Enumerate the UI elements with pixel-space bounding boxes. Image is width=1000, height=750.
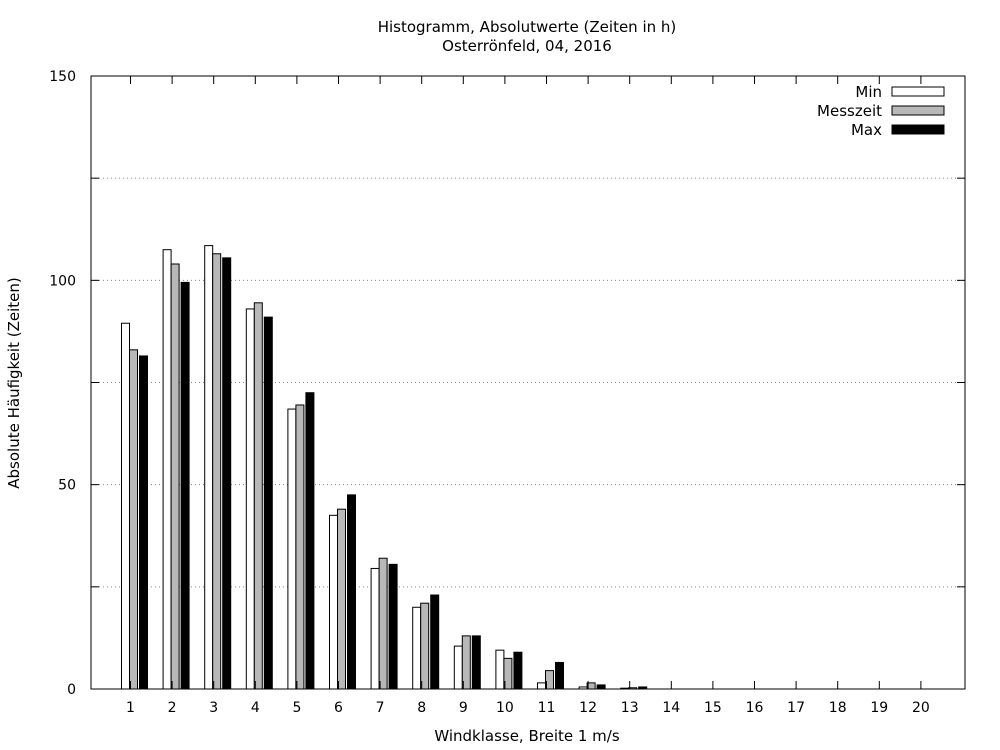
bar-max-7 [388,563,398,690]
x-tick-label: 18 [829,700,847,716]
y-tick-label: 150 [49,69,76,85]
bar-max-5 [305,392,315,690]
bars [121,245,648,690]
y-axis: 0 50 100 150 [49,69,965,698]
x-tick-label: 13 [621,700,639,716]
x-tick-label: 14 [662,700,680,716]
bar-messzeit-5 [295,404,305,690]
legend-swatch [891,86,945,97]
bar-min-5 [287,408,297,690]
x-tick-label: 6 [334,700,343,716]
x-tick-label: 20 [912,700,930,716]
bar-max-10 [513,651,523,690]
y-tick-label: 100 [49,273,76,289]
x-tick-label: 8 [417,700,426,716]
bar-min-1 [121,322,130,690]
bar-messzeit-8 [420,602,430,690]
legend-swatch [891,105,945,116]
bar-max-11 [555,661,564,690]
x-tick-label: 5 [292,700,301,716]
chart-title: Histogramm, Absolutwerte (Zeiten in h) [378,18,677,36]
x-axis: 1 2 3 4 5 6 7 8 9 10 11 12 13 14 15 16 17 18 19 20 [126,76,930,716]
bar-min-10 [495,649,505,690]
bar-min-3 [204,245,214,690]
y-tick-label: 50 [58,478,76,494]
x-tick-label: 3 [209,700,218,716]
x-tick-label: 11 [538,700,556,716]
x-axis-label: Windklasse, Breite 1 m/s [434,727,620,745]
bar-min-2 [162,249,172,690]
bar-min-8 [412,606,422,690]
x-tick-label: 4 [251,700,260,716]
y-axis-label: Absolute Häufigkeit (Zeiten) [5,277,23,488]
bar-messzeit-1 [129,349,138,690]
legend-label: Max [851,121,882,139]
x-tick-label: 2 [168,700,177,716]
bar-messzeit-6 [337,508,346,690]
bar-messzeit-7 [378,557,388,690]
x-tick-label: 7 [376,700,385,716]
bar-min-4 [245,308,255,690]
bar-max-8 [430,594,440,690]
y-tick-label: 0 [67,682,76,698]
bar-max-4 [263,316,273,690]
x-tick-label: 9 [459,700,468,716]
bar-messzeit-3 [212,253,222,690]
bar-max-6 [347,494,356,690]
bar-max-12 [596,684,606,690]
chart-subtitle: Osterrönfeld, 04, 2016 [442,37,612,55]
bar-messzeit-4 [253,302,263,690]
x-tick-label: 12 [579,700,597,716]
x-tick-label: 15 [704,700,722,716]
bar-min-9 [453,645,463,690]
x-tick-label: 19 [870,700,888,716]
x-tick-label: 1 [126,700,135,716]
bar-max-1 [139,355,148,690]
bar-max-2 [180,281,190,690]
grid-lines [91,177,965,588]
bar-min-11 [537,682,546,690]
bar-messzeit-2 [170,263,180,690]
bar-min-6 [329,514,338,690]
legend-label: Messzeit [817,102,882,120]
x-tick-label: 10 [496,700,514,716]
legend-swatch [891,124,945,135]
x-tick-label: 17 [787,700,805,716]
legend-label: Min [855,83,882,101]
bar-min-7 [370,567,380,690]
bar-max-9 [471,635,481,690]
bar-max-3 [222,257,232,690]
x-tick-label: 16 [746,700,764,716]
